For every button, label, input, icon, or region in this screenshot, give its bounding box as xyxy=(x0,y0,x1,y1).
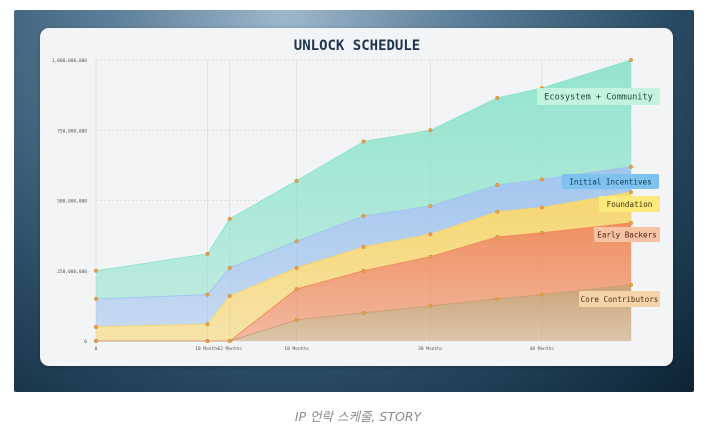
data-point xyxy=(361,244,366,249)
data-point xyxy=(428,128,433,133)
legend-box-initial-incentives xyxy=(562,174,659,189)
data-point xyxy=(227,216,232,221)
data-point xyxy=(495,235,500,240)
x-tick-label: 0 xyxy=(95,346,98,352)
data-point xyxy=(629,164,634,169)
data-point xyxy=(629,220,634,225)
legend-box-ecosystem-community xyxy=(537,88,660,105)
data-point xyxy=(294,178,299,183)
y-tick-label: 250,000,000 xyxy=(57,269,87,275)
legend-label-foundation: Foundation xyxy=(607,200,653,209)
data-point xyxy=(361,213,366,218)
data-point xyxy=(205,322,210,327)
data-point xyxy=(227,339,232,344)
data-point xyxy=(629,282,634,287)
data-point xyxy=(428,204,433,209)
x-tick-label: 40 Months xyxy=(530,346,555,352)
data-point xyxy=(205,292,210,297)
legend-label-initial-incentives: Initial Incentives xyxy=(569,178,651,187)
data-point xyxy=(428,254,433,259)
y-tick-label: 500,000,000 xyxy=(57,199,87,205)
y-tick-label: 750,000,000 xyxy=(57,128,87,134)
data-point xyxy=(227,265,232,270)
data-point xyxy=(294,317,299,322)
data-point xyxy=(495,95,500,100)
legend-label-early-backers: Early Backers xyxy=(597,231,656,240)
area-ecosystem-community xyxy=(96,60,631,299)
legend-box-foundation xyxy=(599,196,660,212)
area-foundation xyxy=(96,192,631,341)
data-point xyxy=(361,310,366,315)
data-point xyxy=(205,251,210,256)
image-caption: IP 언락 스케줄, STORY xyxy=(294,409,422,424)
data-point xyxy=(93,339,98,344)
y-tick-label: 0 xyxy=(84,339,87,345)
data-point xyxy=(294,287,299,292)
legend-label-ecosystem-community: Ecosystem + Community xyxy=(544,93,653,103)
y-tick-label: 1,000,000,000 xyxy=(52,58,88,64)
axes: 0 250,000,000 500,000,000 750,000,000 1,000,… xyxy=(52,58,555,352)
data-point xyxy=(428,232,433,237)
data-point xyxy=(93,268,98,273)
data-point xyxy=(495,209,500,214)
data-point xyxy=(93,324,98,329)
legend: Ecosystem + Community Initial Incentives F… xyxy=(537,88,660,307)
legend-box-early-backers xyxy=(594,227,660,242)
x-tick-label: 30 Months xyxy=(418,346,443,352)
points xyxy=(93,58,634,344)
data-point xyxy=(495,296,500,301)
data-point xyxy=(428,303,433,308)
x-tick-label: 18 Months xyxy=(284,346,309,352)
data-point xyxy=(361,268,366,273)
x-tick-label: 10 Months xyxy=(195,346,220,352)
data-point xyxy=(539,205,544,210)
data-point xyxy=(294,265,299,270)
legend-label-core-contributors: Core Contributors xyxy=(581,295,659,304)
chart-title: UNLOCK SCHEDULE xyxy=(294,38,420,54)
area-early-backers xyxy=(96,223,631,341)
x-tick-label: 12 Months xyxy=(218,346,243,352)
data-point xyxy=(539,177,544,182)
data-point xyxy=(539,230,544,235)
data-point xyxy=(629,58,634,63)
data-point xyxy=(539,292,544,297)
data-point xyxy=(629,190,634,195)
data-point xyxy=(361,139,366,144)
data-point xyxy=(294,239,299,244)
data-point xyxy=(93,296,98,301)
data-point xyxy=(495,183,500,188)
legend-box-core-contributors xyxy=(579,291,660,307)
data-point xyxy=(205,339,210,344)
data-point xyxy=(227,294,232,299)
